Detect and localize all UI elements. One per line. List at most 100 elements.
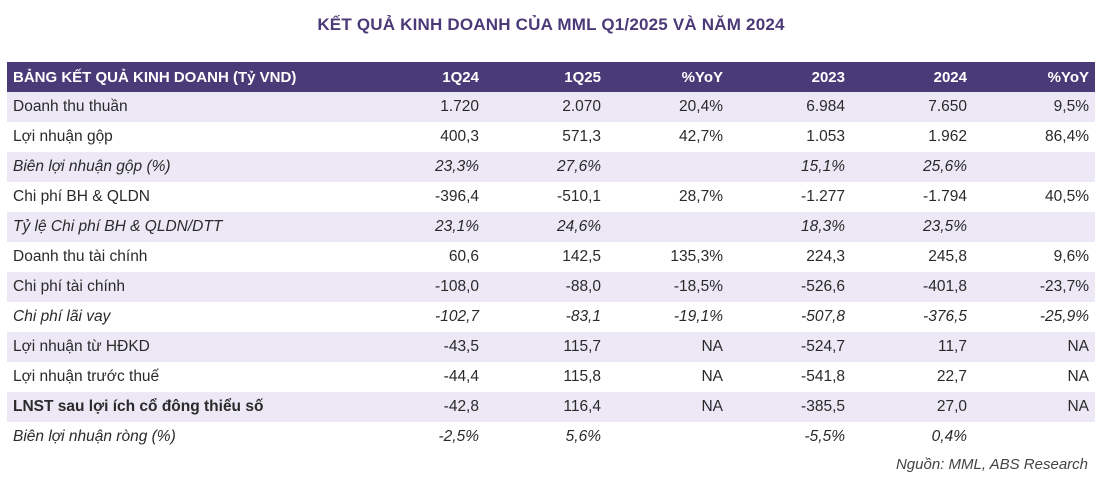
- row-value: -5,5%: [804, 428, 846, 445]
- row-value: -25,9%: [1039, 308, 1089, 325]
- row-value: 115,8: [563, 368, 601, 385]
- income-statement-table: BẢNG KẾT QUẢ KINH DOANH (Tỷ VND) 1Q24 1Q…: [7, 62, 1095, 452]
- row-value: -23,7%: [1039, 278, 1089, 295]
- row-value: 23,3%: [435, 158, 479, 175]
- row-value: -108,0: [435, 278, 479, 295]
- row-label: Chi phí lãi vay: [13, 308, 111, 325]
- row-value: 245,8: [928, 248, 967, 265]
- row-value: 23,1%: [435, 218, 479, 235]
- table-row: Biên lợi nhuận ròng (%) -2,5% 5,6% -5,5% 0,4…: [7, 422, 1095, 452]
- row-value: -1.277: [801, 188, 845, 205]
- row-label: Chi phí tài chính: [13, 278, 126, 295]
- row-value: -102,7: [435, 308, 479, 325]
- row-value: -43,5: [443, 338, 479, 355]
- table-row: LNST sau lợi ích cổ đông thiểu số -42,8 11…: [7, 392, 1095, 422]
- row-value: 571,3: [562, 128, 601, 145]
- row-value: -507,8: [801, 308, 845, 325]
- row-value: -83,1: [565, 308, 601, 325]
- row-label: Biên lợi nhuận gộp (%): [13, 158, 171, 175]
- row-value: 0,4%: [931, 428, 967, 445]
- table-row: Chi phí tài chính -108,0 -88,0 -18,5% -526,6…: [7, 272, 1095, 302]
- row-value: -401,8: [923, 278, 967, 295]
- row-value: -385,5: [801, 398, 845, 415]
- row-value: NA: [701, 338, 723, 355]
- header-1q24: 1Q24: [442, 68, 479, 86]
- row-value: 28,7%: [679, 188, 723, 205]
- table-row: Tỷ lệ Chi phí BH & QLDN/DTT 23,1% 24,6% 18,…: [7, 212, 1095, 242]
- row-value: 6.984: [806, 98, 845, 115]
- row-value: 15,1%: [801, 158, 845, 175]
- row-value: NA: [1067, 338, 1089, 355]
- row-label: Tỷ lệ Chi phí BH & QLDN/DTT: [13, 218, 223, 235]
- row-value: 2.070: [562, 98, 601, 115]
- table-row: Doanh thu tài chính 60,6 142,5 135,3% 224,3 2…: [7, 242, 1095, 272]
- row-value: 60,6: [448, 248, 479, 265]
- row-value: 116,4: [563, 398, 601, 415]
- row-value: -396,4: [435, 188, 479, 205]
- row-value: 9,6%: [1053, 248, 1089, 265]
- row-value: 27,6%: [557, 158, 601, 175]
- row-label: Lợi nhuận từ HĐKD: [13, 338, 150, 355]
- row-value: 25,6%: [923, 158, 967, 175]
- row-value: 1.962: [928, 128, 967, 145]
- table-row: Chi phí lãi vay -102,7 -83,1 -19,1% -507,8 -3…: [7, 302, 1095, 332]
- row-value: -1.794: [923, 188, 967, 205]
- row-value: [607, 152, 729, 182]
- row-value: 7.650: [928, 98, 967, 115]
- row-value: 142,5: [562, 248, 601, 265]
- row-value: 86,4%: [1045, 128, 1089, 145]
- row-value: 40,5%: [1045, 188, 1089, 205]
- row-value: -88,0: [565, 278, 601, 295]
- row-label: LNST sau lợi ích cổ đông thiểu số: [13, 398, 264, 415]
- table-header: BẢNG KẾT QUẢ KINH DOANH (Tỷ VND) 1Q24 1Q…: [7, 62, 1095, 92]
- header-yoy-quarter: %YoY: [681, 68, 723, 86]
- row-value: -526,6: [801, 278, 845, 295]
- row-value: -42,8: [443, 398, 479, 415]
- row-label: Doanh thu thuần: [13, 98, 128, 115]
- row-value: [607, 212, 729, 242]
- row-value: [607, 422, 729, 452]
- row-value: 42,7%: [679, 128, 723, 145]
- row-value: 400,3: [440, 128, 479, 145]
- row-value: -2,5%: [438, 428, 480, 445]
- row-value: -376,5: [923, 308, 967, 325]
- row-value: 1.720: [440, 98, 479, 115]
- report-title: KẾT QUẢ KINH DOANH CỦA MML Q1/2025 VÀ NĂ…: [317, 15, 785, 34]
- header-label: BẢNG KẾT QUẢ KINH DOANH (Tỷ VND): [13, 68, 297, 86]
- source-note: Nguồn: MML, ABS Research: [895, 456, 1088, 473]
- row-value: -44,4: [443, 368, 479, 385]
- table-row: Lợi nhuận trước thuế -44,4 115,8 NA -541,8 22…: [7, 362, 1095, 392]
- row-value: 22,7: [936, 368, 967, 385]
- table-row: Chi phí BH & QLDN -396,4 -510,1 28,7% -1.277…: [7, 182, 1095, 212]
- row-value: 11,7: [937, 338, 967, 355]
- row-value: NA: [701, 368, 723, 385]
- row-value: -510,1: [557, 188, 601, 205]
- row-value: -524,7: [801, 338, 845, 355]
- header-2023: 2023: [811, 68, 845, 86]
- row-value: 27,0: [936, 398, 967, 415]
- row-label: Biên lợi nhuận ròng (%): [13, 428, 176, 445]
- header-1q25: 1Q25: [564, 68, 601, 86]
- row-value: 224,3: [806, 248, 845, 265]
- row-label: Chi phí BH & QLDN: [13, 188, 150, 205]
- table-row: Doanh thu thuần 1.720 2.070 20,4% 6.984 7.650…: [7, 92, 1095, 122]
- row-value: [973, 422, 1095, 452]
- table-body: Doanh thu thuần 1.720 2.070 20,4% 6.984 7.650…: [7, 92, 1095, 452]
- header-yoy-year: %YoY: [1047, 68, 1089, 86]
- row-value: 9,5%: [1053, 98, 1089, 115]
- row-value: 20,4%: [679, 98, 723, 115]
- row-value: NA: [701, 398, 723, 415]
- row-value: 24,6%: [557, 218, 601, 235]
- row-label: Doanh thu tài chính: [13, 248, 148, 265]
- row-label: Lợi nhuận gộp: [13, 128, 113, 145]
- row-value: 5,6%: [565, 428, 601, 445]
- row-value: NA: [1067, 398, 1089, 415]
- table-row: Lợi nhuận gộp 400,3 571,3 42,7% 1.053 1.962 86…: [7, 122, 1095, 152]
- row-value: -19,1%: [673, 308, 723, 325]
- row-value: NA: [1067, 368, 1089, 385]
- header-row: BẢNG KẾT QUẢ KINH DOANH (Tỷ VND) 1Q24 1Q…: [7, 62, 1095, 92]
- table-row: Lợi nhuận từ HĐKD -43,5 115,7 NA -524,7 11,7 N…: [7, 332, 1095, 362]
- table-row: Biên lợi nhuận gộp (%) 23,3% 27,6% 15,1% 25,…: [7, 152, 1095, 182]
- row-label: Lợi nhuận trước thuế: [13, 368, 160, 385]
- row-value: 23,5%: [923, 218, 967, 235]
